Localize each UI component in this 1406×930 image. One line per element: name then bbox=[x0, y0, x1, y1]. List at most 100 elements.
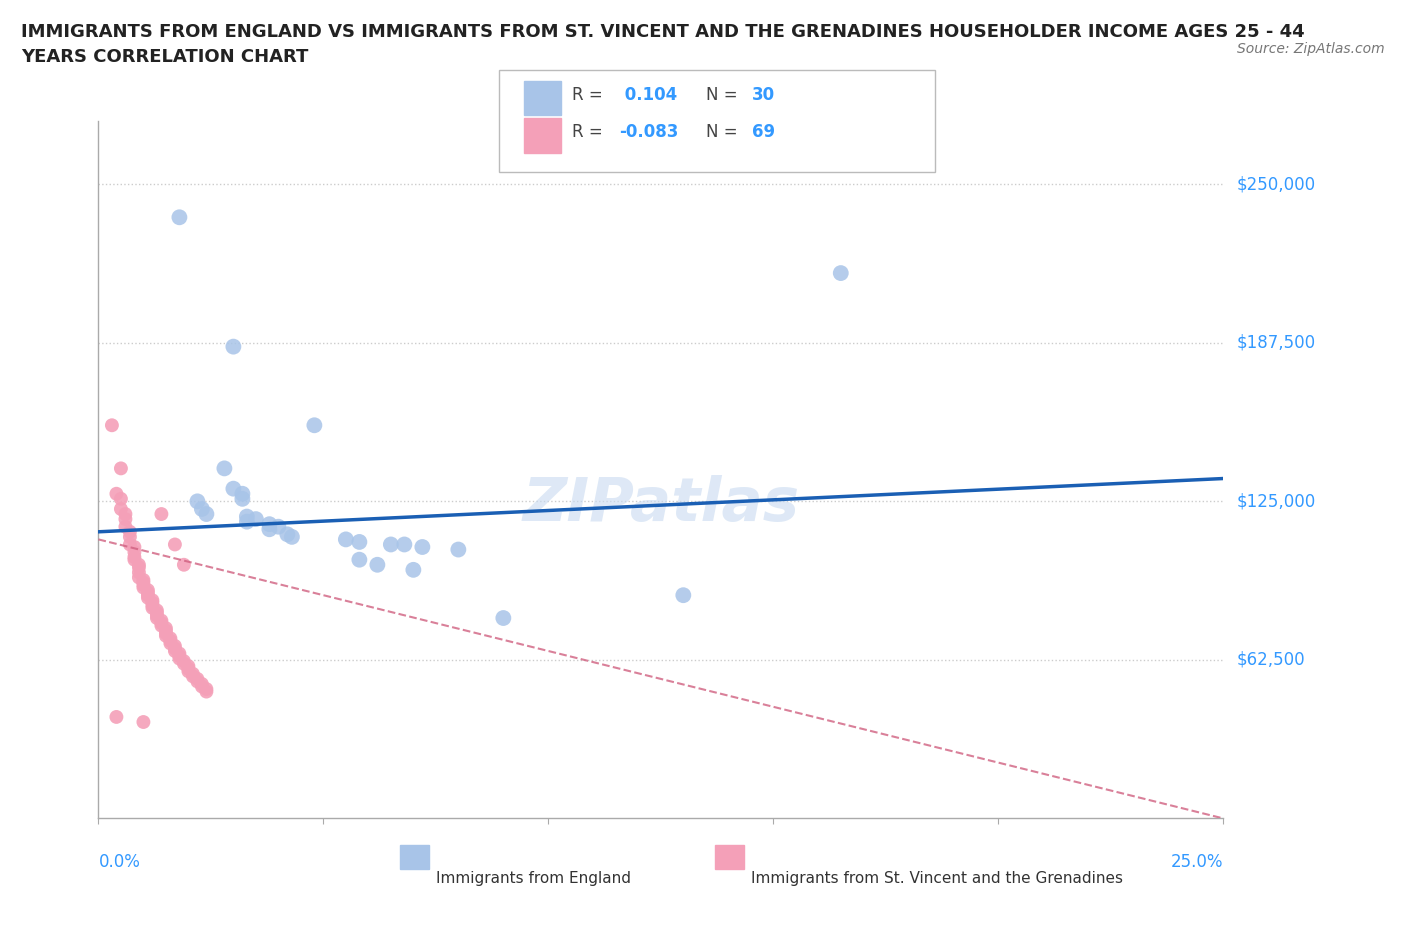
Point bbox=[128, 570, 150, 585]
Text: N =: N = bbox=[706, 86, 742, 103]
Text: -0.083: -0.083 bbox=[619, 123, 678, 140]
Point bbox=[163, 537, 186, 551]
Point bbox=[146, 611, 169, 626]
Point bbox=[191, 501, 214, 516]
Text: R =: R = bbox=[572, 123, 609, 140]
Point bbox=[124, 545, 146, 560]
Point bbox=[163, 644, 186, 658]
Point bbox=[672, 588, 695, 603]
Point bbox=[267, 519, 290, 534]
Point bbox=[186, 671, 208, 686]
Point bbox=[146, 605, 169, 620]
Text: $250,000: $250,000 bbox=[1237, 176, 1316, 193]
Text: 0.0%: 0.0% bbox=[98, 854, 141, 871]
Point bbox=[259, 522, 281, 537]
Text: Immigrants from St. Vincent and the Grenadines: Immigrants from St. Vincent and the Gren… bbox=[751, 870, 1123, 885]
Point bbox=[222, 481, 245, 496]
Text: R =: R = bbox=[572, 86, 609, 103]
Point bbox=[136, 588, 159, 603]
Text: $187,500: $187,500 bbox=[1237, 334, 1316, 352]
Point bbox=[110, 501, 132, 516]
Point bbox=[118, 537, 141, 551]
Point bbox=[173, 557, 195, 572]
Point bbox=[132, 575, 155, 590]
Point bbox=[195, 684, 218, 699]
Point bbox=[128, 565, 150, 579]
Point bbox=[159, 633, 181, 648]
Point bbox=[177, 658, 200, 673]
FancyBboxPatch shape bbox=[399, 844, 429, 869]
Text: 25.0%: 25.0% bbox=[1171, 854, 1223, 871]
Point bbox=[155, 623, 177, 638]
Text: Source: ZipAtlas.com: Source: ZipAtlas.com bbox=[1237, 42, 1385, 56]
Point bbox=[132, 714, 155, 729]
Text: IMMIGRANTS FROM ENGLAND VS IMMIGRANTS FROM ST. VINCENT AND THE GRENADINES HOUSEH: IMMIGRANTS FROM ENGLAND VS IMMIGRANTS FR… bbox=[21, 23, 1305, 66]
Point bbox=[150, 616, 173, 631]
Point bbox=[118, 529, 141, 544]
Point bbox=[150, 613, 173, 628]
Point bbox=[101, 418, 124, 432]
Point bbox=[150, 507, 173, 522]
Point bbox=[181, 667, 204, 682]
Point bbox=[136, 591, 159, 605]
Text: 69: 69 bbox=[752, 123, 775, 140]
Text: Immigrants from England: Immigrants from England bbox=[436, 870, 631, 885]
Point bbox=[150, 618, 173, 633]
Text: 0.104: 0.104 bbox=[619, 86, 676, 103]
Point bbox=[114, 507, 136, 522]
Point bbox=[245, 512, 267, 526]
Point bbox=[169, 646, 191, 661]
Point bbox=[114, 512, 136, 526]
Point bbox=[177, 661, 200, 676]
Point bbox=[110, 491, 132, 506]
Point bbox=[141, 598, 163, 613]
Point bbox=[159, 631, 181, 645]
Point bbox=[411, 539, 433, 554]
Point bbox=[146, 603, 169, 618]
Point bbox=[155, 620, 177, 635]
Point bbox=[169, 648, 191, 663]
Point bbox=[830, 266, 852, 281]
Point bbox=[214, 461, 236, 476]
Point bbox=[159, 636, 181, 651]
Point bbox=[146, 608, 169, 623]
Point bbox=[222, 339, 245, 354]
Point bbox=[304, 418, 326, 432]
Point bbox=[181, 669, 204, 684]
FancyBboxPatch shape bbox=[714, 844, 744, 869]
Point bbox=[155, 626, 177, 641]
Point bbox=[132, 573, 155, 588]
Point bbox=[124, 539, 146, 554]
Point bbox=[349, 535, 371, 550]
Point bbox=[105, 710, 128, 724]
Point bbox=[366, 557, 388, 572]
Point bbox=[105, 486, 128, 501]
Point bbox=[118, 525, 141, 539]
Point bbox=[191, 679, 214, 694]
Point bbox=[177, 664, 200, 679]
Point bbox=[195, 507, 218, 522]
Point bbox=[169, 651, 191, 666]
Point bbox=[281, 529, 304, 544]
Point bbox=[231, 486, 253, 501]
Text: $125,000: $125,000 bbox=[1237, 492, 1316, 511]
Point bbox=[186, 494, 208, 509]
Point bbox=[163, 641, 186, 656]
Point bbox=[191, 676, 214, 691]
Point bbox=[349, 552, 371, 567]
Point bbox=[169, 210, 191, 225]
Point bbox=[128, 560, 150, 575]
Point bbox=[394, 537, 416, 551]
Point bbox=[124, 550, 146, 565]
Point bbox=[110, 461, 132, 476]
Point bbox=[141, 592, 163, 607]
Point bbox=[186, 674, 208, 689]
Text: $62,500: $62,500 bbox=[1237, 651, 1306, 669]
Point bbox=[173, 657, 195, 671]
Text: N =: N = bbox=[706, 123, 742, 140]
Text: ZIPatlas: ZIPatlas bbox=[522, 475, 800, 534]
Point bbox=[276, 527, 298, 542]
Point bbox=[141, 601, 163, 616]
Point bbox=[124, 552, 146, 567]
Point bbox=[236, 514, 259, 529]
